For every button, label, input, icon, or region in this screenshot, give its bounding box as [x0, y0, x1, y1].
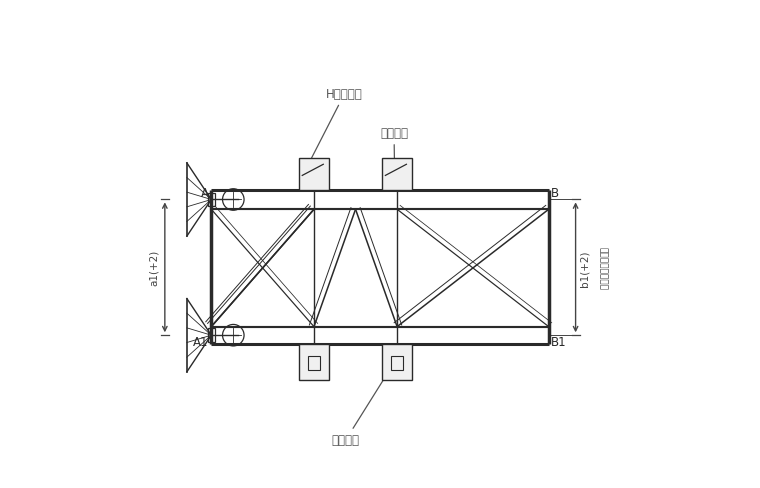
- Text: 保证钉筒中心距离: 保证钉筒中心距离: [598, 246, 607, 289]
- Bar: [309, 356, 320, 370]
- Bar: [208, 193, 215, 207]
- Text: b1(+2): b1(+2): [579, 249, 590, 286]
- Bar: [382, 159, 412, 190]
- Bar: [382, 344, 412, 381]
- Text: H型钉垫件: H型钉垫件: [310, 88, 363, 161]
- Text: a1(+2): a1(+2): [149, 250, 159, 286]
- Text: A1: A1: [193, 335, 209, 348]
- Bar: [299, 344, 329, 381]
- Text: B: B: [551, 186, 559, 200]
- Bar: [299, 159, 329, 190]
- Text: 固定挡块: 固定挡块: [332, 368, 391, 447]
- Bar: [208, 329, 215, 343]
- Text: A: A: [201, 186, 209, 200]
- Bar: [391, 356, 403, 370]
- Text: B1: B1: [551, 335, 567, 348]
- Text: 固定樔子: 固定樔子: [380, 127, 408, 173]
